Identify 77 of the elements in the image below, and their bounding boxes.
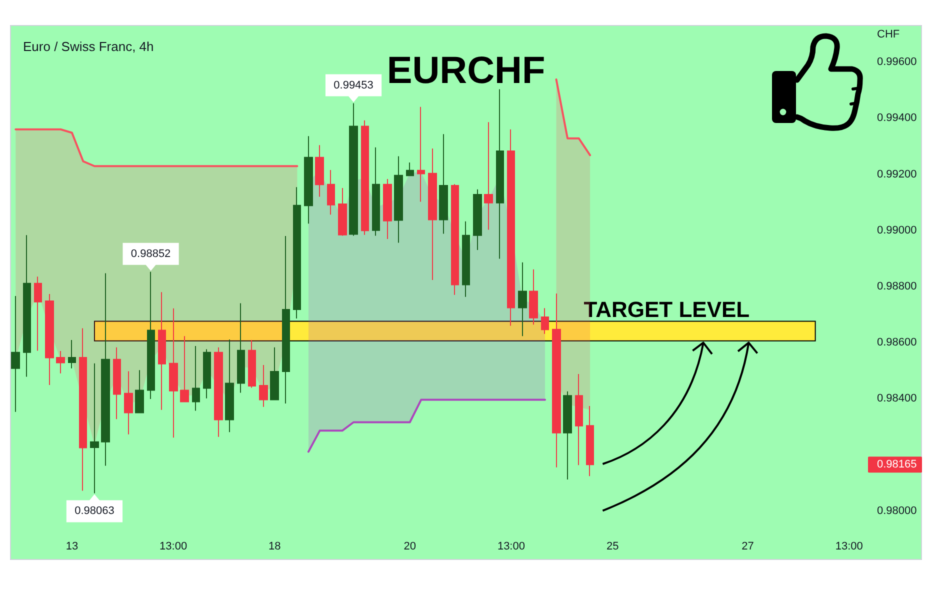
candlestick bbox=[349, 102, 358, 236]
candlestick bbox=[462, 220, 470, 298]
candlestick bbox=[552, 292, 561, 468]
y-tick-label: 0.98400 bbox=[877, 392, 917, 405]
x-tick-label: 13:00 bbox=[497, 540, 525, 552]
candlestick bbox=[34, 276, 42, 352]
candlestick bbox=[563, 390, 572, 480]
y-tick-label: 0.99600 bbox=[877, 56, 917, 68]
candlestick bbox=[79, 328, 87, 492]
candlestick bbox=[124, 370, 133, 435]
candlestick bbox=[529, 268, 538, 326]
candlestick bbox=[68, 340, 76, 369]
candlestick bbox=[259, 364, 268, 408]
candlestick bbox=[417, 106, 425, 202]
candlestick bbox=[214, 346, 223, 438]
candlestick bbox=[361, 120, 369, 236]
candlestick bbox=[248, 340, 256, 388]
x-tick-label: 13 bbox=[66, 540, 78, 552]
text: EURCHF bbox=[386, 50, 546, 92]
candlestick bbox=[282, 235, 290, 404]
candlestick bbox=[158, 292, 166, 410]
x-tick-label: 18 bbox=[268, 540, 281, 552]
y-tick-label: 0.99200 bbox=[877, 168, 917, 180]
y-axis-title: CHF bbox=[877, 28, 900, 40]
candlestick bbox=[169, 308, 178, 438]
candlestick bbox=[451, 184, 459, 296]
candlestick bbox=[507, 128, 515, 326]
x-tick-label: 25 bbox=[606, 540, 619, 552]
text: Euro / Swiss Franc, 4h bbox=[23, 39, 154, 54]
candlestick bbox=[135, 370, 144, 414]
text: 0.98165 bbox=[877, 458, 917, 471]
candlestick bbox=[338, 187, 347, 236]
candlestick bbox=[56, 350, 65, 374]
candlestick bbox=[113, 346, 121, 420]
candlestick bbox=[304, 136, 313, 224]
candlestick bbox=[225, 338, 234, 433]
candlestick bbox=[496, 88, 504, 260]
candlestick bbox=[327, 170, 335, 216]
candlestick bbox=[586, 405, 594, 477]
candlestick bbox=[428, 148, 437, 281]
candlestick bbox=[101, 272, 110, 466]
candlestick bbox=[394, 156, 403, 244]
candlestick bbox=[541, 308, 549, 334]
candlestick bbox=[45, 294, 54, 386]
candlestick bbox=[23, 234, 31, 378]
candlestick bbox=[406, 162, 414, 176]
candlestick bbox=[518, 262, 527, 337]
y-tick-label: 0.99400 bbox=[877, 112, 917, 124]
band-label: TARGET LEVEL bbox=[584, 296, 750, 322]
candlestick bbox=[439, 134, 448, 234]
x-tick-label: 13:00 bbox=[835, 540, 863, 552]
candlestick bbox=[147, 271, 155, 400]
candlestick bbox=[372, 146, 380, 236]
candlestick bbox=[473, 188, 482, 250]
candlestick bbox=[90, 362, 99, 494]
candlestick bbox=[484, 122, 493, 230]
x-tick-label: 27 bbox=[742, 540, 754, 552]
candlestick bbox=[192, 345, 200, 412]
annotation: 0.99453 bbox=[334, 79, 374, 92]
candlestick bbox=[315, 144, 324, 198]
candlestick bbox=[11, 296, 20, 412]
line-series bbox=[307, 398, 546, 453]
y-tick-label: 0.98800 bbox=[877, 280, 917, 292]
candlestick bbox=[575, 374, 583, 466]
y-tick-label: 0.98000 bbox=[877, 504, 917, 517]
annotation: 0.98852 bbox=[130, 248, 171, 260]
x-tick-label: 20 bbox=[404, 540, 416, 552]
candlestick bbox=[180, 336, 189, 402]
candlestick bbox=[383, 178, 392, 240]
annotation: 0.98063 bbox=[74, 505, 114, 518]
y-tick-label: 0.98600 bbox=[877, 336, 917, 349]
candlestick bbox=[237, 302, 245, 394]
x-tick-label: 13:00 bbox=[160, 540, 188, 552]
y-tick-label: 0.99000 bbox=[877, 224, 917, 236]
candlestick bbox=[293, 186, 301, 319]
candlestick bbox=[270, 346, 279, 400]
candlestick bbox=[203, 348, 211, 399]
